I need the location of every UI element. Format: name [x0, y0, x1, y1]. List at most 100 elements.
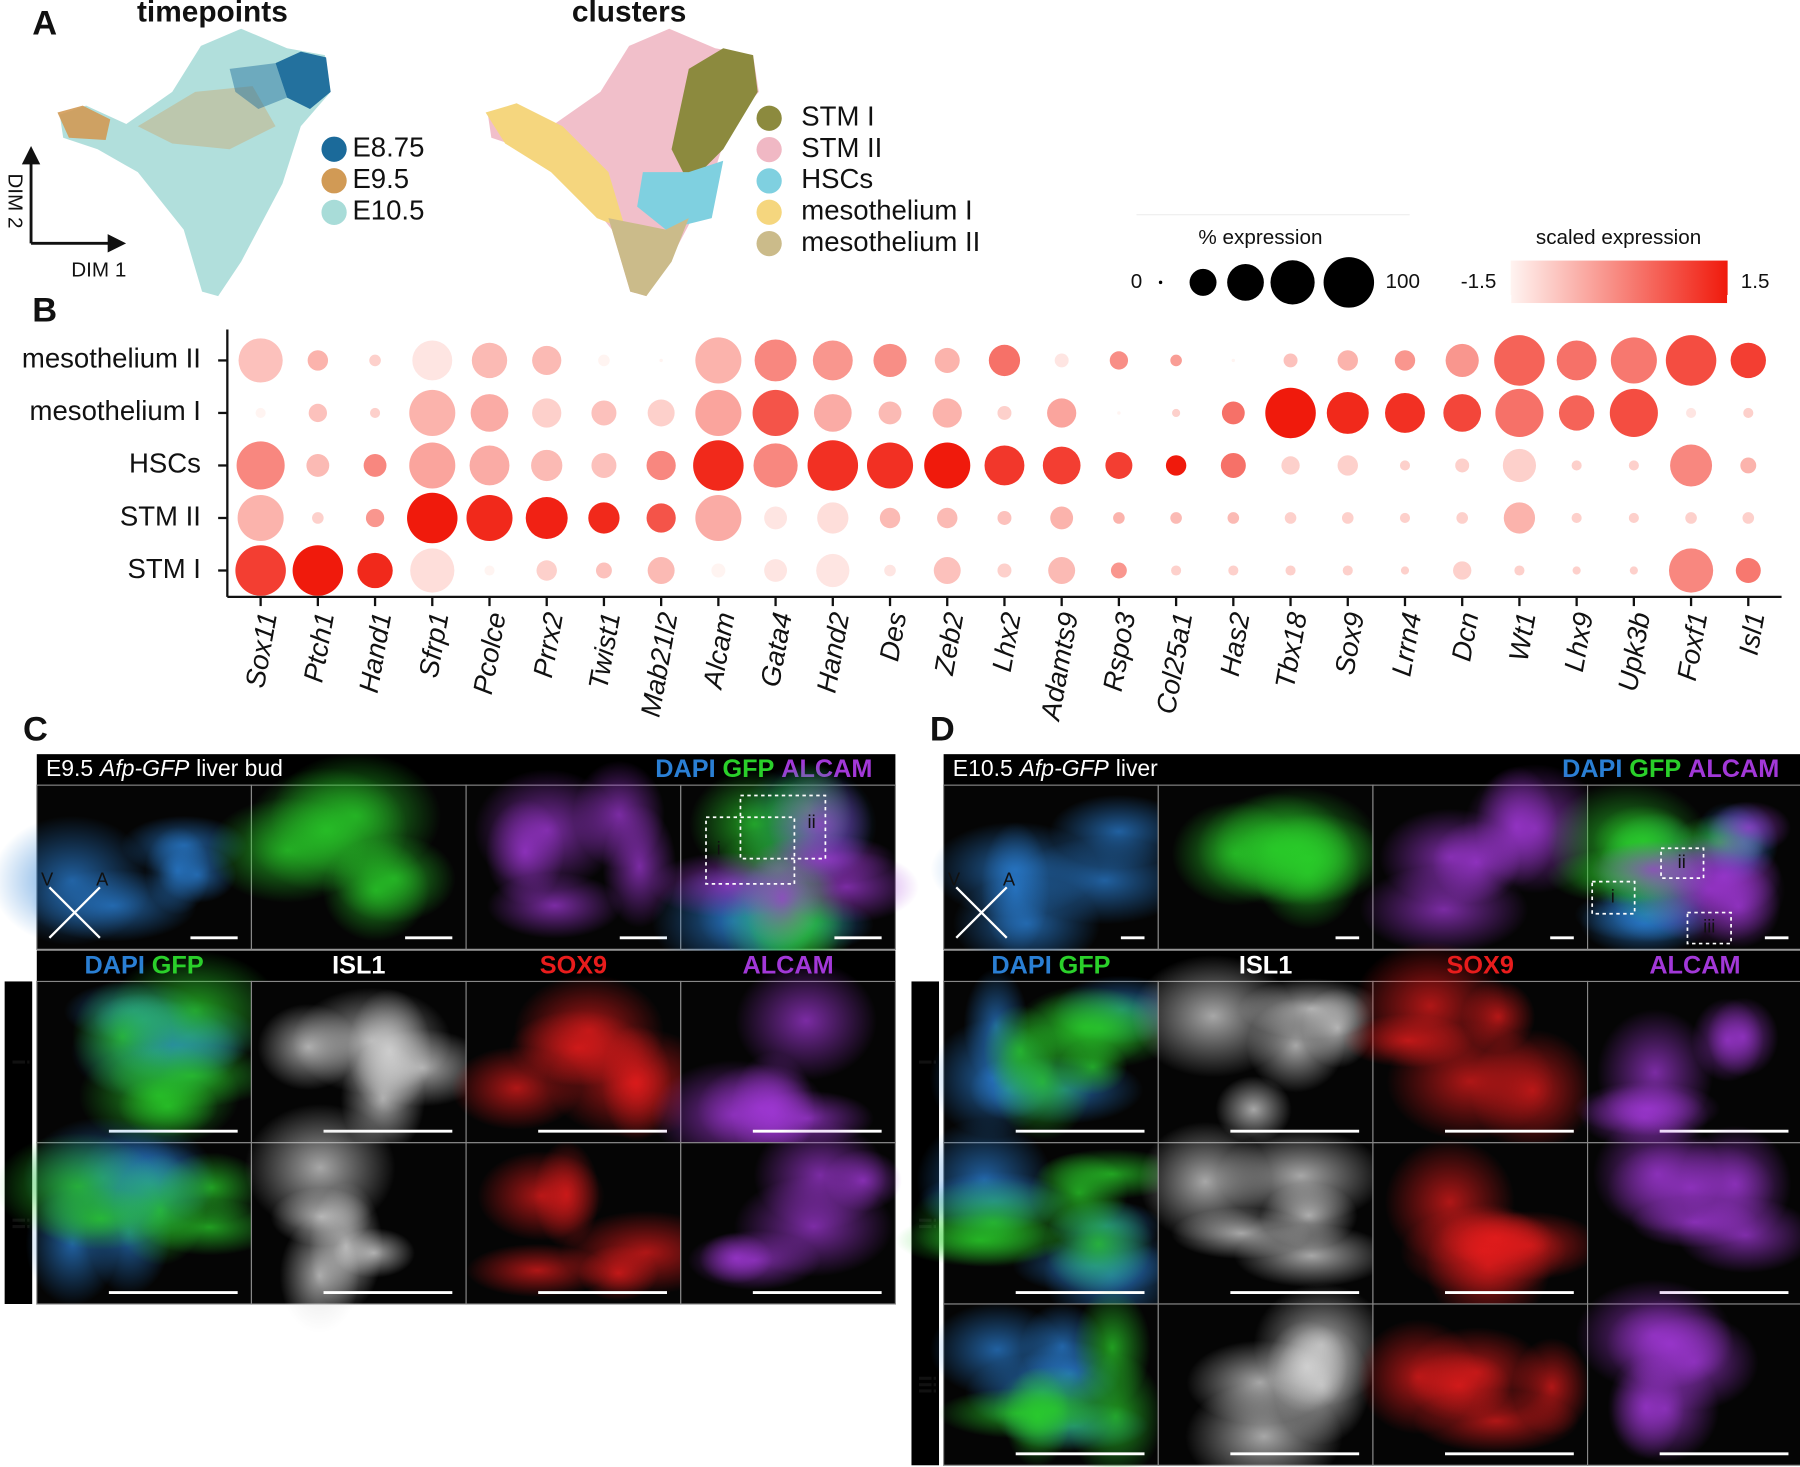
legend-dot	[1323, 257, 1375, 308]
stain-name: SOX9	[540, 951, 607, 979]
orientation-label: V	[41, 868, 54, 889]
stain-signal	[1591, 840, 1717, 899]
dot	[1399, 512, 1411, 524]
dot	[932, 398, 962, 428]
dot	[237, 494, 284, 542]
dot	[1455, 458, 1470, 473]
stain-signal	[1611, 1354, 1720, 1463]
legend-label: -1.5	[1461, 270, 1497, 293]
dot	[410, 548, 455, 593]
gene-label: Sfrp1	[413, 610, 455, 680]
orientation-label: A	[96, 868, 109, 889]
dot	[369, 354, 381, 367]
stain-signal	[1003, 1366, 1071, 1467]
channel-name: GFP	[1629, 755, 1681, 783]
dot	[525, 497, 568, 539]
dot	[357, 552, 393, 589]
dot	[884, 564, 896, 577]
stain-signal	[952, 876, 1101, 972]
dot	[412, 340, 453, 381]
channel-name: DAPI	[655, 755, 715, 783]
dot	[1171, 565, 1182, 576]
stain-signal	[159, 1152, 264, 1224]
dot	[469, 445, 510, 486]
dot	[873, 343, 907, 378]
dot	[693, 440, 744, 491]
legend-label: mesothelium II	[801, 226, 980, 257]
stain-signal	[347, 988, 432, 1114]
dot	[1385, 393, 1425, 433]
stain-signal	[1215, 1076, 1292, 1143]
dot	[1228, 565, 1239, 576]
legend-swatch	[756, 105, 782, 131]
legend-label: mesothelium I	[801, 195, 972, 226]
dot	[1394, 350, 1416, 371]
dot	[1281, 456, 1300, 475]
legend-label: STM II	[801, 132, 882, 163]
gene-label: Zeb2	[928, 610, 970, 678]
dot	[1105, 451, 1133, 479]
inset-box	[705, 816, 796, 885]
title-part: Afp-GFP	[98, 755, 190, 781]
dot	[409, 442, 456, 489]
dot	[292, 545, 344, 596]
dot	[817, 502, 849, 534]
dot	[306, 454, 330, 477]
inset-box	[1591, 880, 1636, 915]
dot	[695, 337, 742, 384]
dot	[1665, 335, 1717, 386]
dot	[879, 507, 901, 529]
dot	[711, 563, 726, 578]
stain-signal	[1216, 1128, 1385, 1223]
stain-signal	[992, 1023, 1093, 1141]
dot	[1494, 335, 1545, 386]
stain-signal	[1706, 801, 1792, 855]
gene-label: Mab21l2	[635, 610, 684, 719]
gene-label: Lhx2	[986, 610, 1027, 674]
inset-box	[739, 794, 827, 860]
dot	[1109, 351, 1129, 370]
orientation-line	[48, 886, 101, 939]
dot	[1556, 340, 1597, 381]
legend-label: 100	[1386, 270, 1420, 293]
gene-label: Twist1	[582, 610, 626, 692]
stain-name: GFP	[1059, 951, 1111, 979]
legend-label: E9.5	[352, 163, 409, 194]
legend-swatch	[321, 199, 347, 225]
dot	[1165, 455, 1187, 476]
gene-label: Lhx9	[1558, 610, 1599, 674]
stain-header: SOX9	[540, 951, 607, 979]
dot	[1399, 460, 1411, 471]
dot	[595, 562, 612, 579]
stain-signal	[1357, 1319, 1480, 1435]
dot	[1742, 512, 1755, 524]
dot	[1443, 394, 1482, 432]
dot	[1227, 512, 1240, 524]
stain-signal	[1213, 787, 1382, 907]
title-part: liver	[1116, 755, 1158, 781]
legend-label: 1.5	[1741, 270, 1770, 293]
legend-dot	[1270, 260, 1315, 305]
inset-label: i	[1611, 885, 1615, 906]
dot	[1558, 395, 1595, 431]
orientation-line	[955, 886, 1008, 939]
gene-label: Sox9	[1329, 610, 1370, 677]
title-part: E10.5	[953, 755, 1013, 781]
dot	[1572, 566, 1581, 575]
channel-name: ALCAM	[1688, 755, 1779, 783]
legend-swatch	[756, 199, 782, 225]
dot	[308, 403, 328, 423]
stain-signal	[487, 872, 623, 939]
stain-signal	[466, 1243, 609, 1298]
stain-signal	[1679, 1125, 1792, 1243]
dot	[1048, 557, 1076, 584]
dot	[1265, 387, 1316, 439]
gene-label: Isl1	[1733, 610, 1771, 658]
stain-signal	[1596, 1009, 1714, 1136]
umap-clusters	[485, 28, 759, 297]
legend-swatch	[756, 230, 782, 257]
dot	[1495, 388, 1544, 437]
dot	[1342, 565, 1353, 576]
legend-label: STM I	[801, 101, 874, 132]
